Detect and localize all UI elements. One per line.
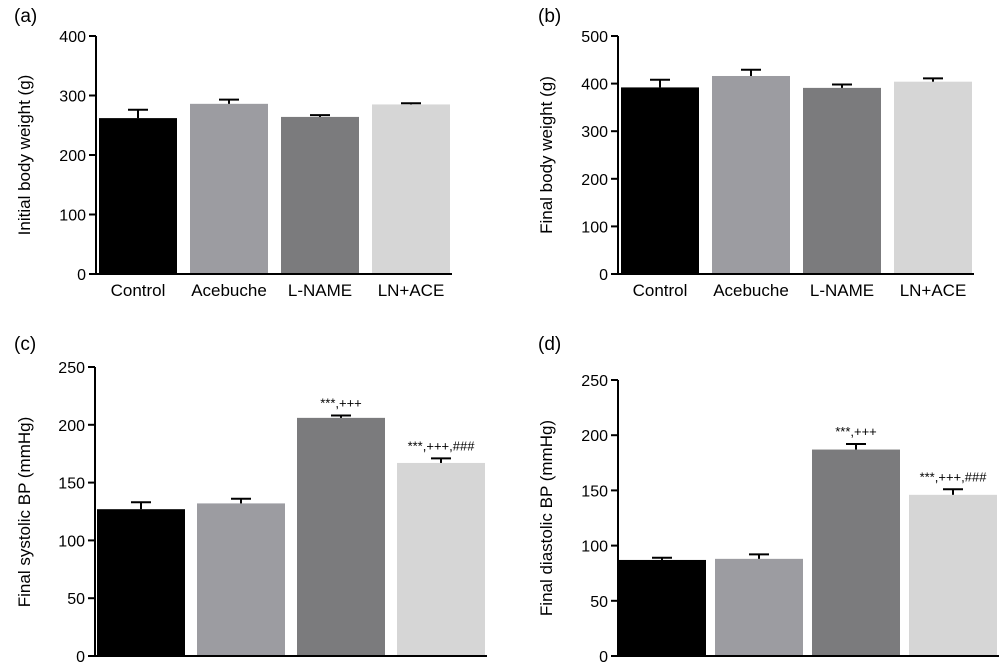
y-tick-label: 250 bbox=[58, 360, 85, 377]
bar-ln-ace bbox=[372, 104, 450, 274]
y-tick-label: 200 bbox=[581, 428, 608, 445]
y-tick-label: 100 bbox=[59, 208, 86, 225]
panel-c-final-systolic-bp: (c) Final systolic BP (mmHg) Control Acebuc… bbox=[14, 334, 487, 666]
y-tick-label: 100 bbox=[581, 219, 608, 236]
category-label: LN+ACE bbox=[920, 663, 987, 666]
significance-annotation: ***,+++ bbox=[320, 396, 362, 411]
panel-b-final-body-weight: (b) Final body weight (g) Control Acebuche L… bbox=[537, 6, 974, 300]
bar-acebuche bbox=[190, 103, 268, 274]
bar-l-name bbox=[812, 449, 900, 656]
bar-ln-ace bbox=[909, 494, 997, 656]
bar-l-name bbox=[281, 116, 359, 274]
y-tick-label: 0 bbox=[599, 267, 608, 284]
category-label: L-NAME bbox=[824, 663, 888, 666]
category-label: Control bbox=[635, 663, 690, 666]
category-label: Acebuche bbox=[721, 663, 797, 666]
y-tick-label: 400 bbox=[59, 29, 86, 46]
category-label: L-NAME bbox=[810, 281, 874, 300]
bar-control bbox=[99, 118, 177, 274]
y-tick-label: 0 bbox=[76, 649, 85, 666]
significance-annotation: ***,+++,### bbox=[408, 438, 476, 453]
category-label: LN+ACE bbox=[378, 281, 445, 300]
y-tick-label: 500 bbox=[581, 29, 608, 46]
category-label: L-NAME bbox=[288, 281, 352, 300]
y-axis-title: Initial body weight (g) bbox=[15, 75, 34, 236]
y-tick-label: 400 bbox=[581, 77, 608, 94]
bar-ln-ace bbox=[397, 462, 485, 656]
bar-l-name bbox=[803, 87, 881, 274]
y-tick-label: 100 bbox=[581, 539, 608, 556]
panel-d-final-diastolic-bp: (d) Final diastolic BP (mmHg) Control Acebu… bbox=[537, 334, 999, 666]
panel-label: (c) bbox=[14, 334, 36, 355]
panel-label: (a) bbox=[14, 6, 37, 27]
bar-control bbox=[618, 559, 706, 656]
y-axis-title: Final body weight (g) bbox=[537, 76, 556, 234]
category-label: Control bbox=[111, 281, 166, 300]
y-tick-label: 250 bbox=[581, 373, 608, 390]
y-tick-label: 200 bbox=[581, 172, 608, 189]
y-tick-label: 50 bbox=[67, 591, 85, 608]
category-label: Control bbox=[633, 281, 688, 300]
category-label: Acebuche bbox=[203, 663, 279, 666]
y-tick-label: 50 bbox=[590, 594, 608, 611]
bar-control bbox=[97, 509, 185, 656]
y-tick-label: 150 bbox=[58, 476, 85, 493]
bar-l-name bbox=[297, 417, 385, 656]
bar-control bbox=[621, 87, 699, 275]
bar-acebuche bbox=[197, 503, 285, 656]
panel-label: (d) bbox=[538, 334, 561, 355]
category-label: LN+ACE bbox=[900, 281, 967, 300]
category-label: Control bbox=[114, 663, 169, 666]
significance-annotation: ***,+++ bbox=[835, 424, 877, 439]
y-tick-label: 200 bbox=[59, 148, 86, 165]
bar-ln-ace bbox=[894, 81, 972, 274]
panel-label: (b) bbox=[538, 6, 561, 27]
y-tick-label: 300 bbox=[581, 124, 608, 141]
category-label: Acebuche bbox=[713, 281, 789, 300]
significance-annotation: ***,+++,### bbox=[920, 469, 988, 484]
y-axis-title: Final systolic BP (mmHg) bbox=[15, 417, 34, 608]
y-tick-label: 300 bbox=[59, 89, 86, 106]
category-label: L-NAME bbox=[309, 663, 373, 666]
category-label: LN+ACE bbox=[408, 663, 475, 666]
category-label: Acebuche bbox=[191, 281, 267, 300]
y-tick-label: 0 bbox=[77, 267, 86, 284]
bar-acebuche bbox=[715, 558, 803, 656]
bar-acebuche bbox=[712, 75, 790, 274]
y-tick-label: 100 bbox=[58, 533, 85, 550]
panel-a-initial-body-weight: (a) Initial body weight (g) Control Acebuch… bbox=[14, 6, 452, 300]
y-tick-label: 0 bbox=[599, 649, 608, 666]
y-tick-label: 150 bbox=[581, 483, 608, 500]
y-tick-label: 200 bbox=[58, 418, 85, 435]
y-axis-title: Final diastolic BP (mmHg) bbox=[537, 420, 556, 616]
